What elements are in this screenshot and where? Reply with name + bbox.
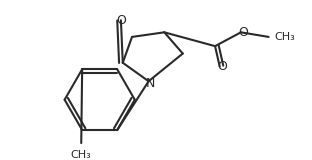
Text: CH₃: CH₃ [71, 150, 92, 160]
Text: N: N [146, 77, 155, 91]
Text: CH₃: CH₃ [274, 32, 295, 42]
Text: O: O [116, 14, 126, 27]
Text: O: O [238, 26, 248, 39]
Text: O: O [217, 60, 227, 73]
